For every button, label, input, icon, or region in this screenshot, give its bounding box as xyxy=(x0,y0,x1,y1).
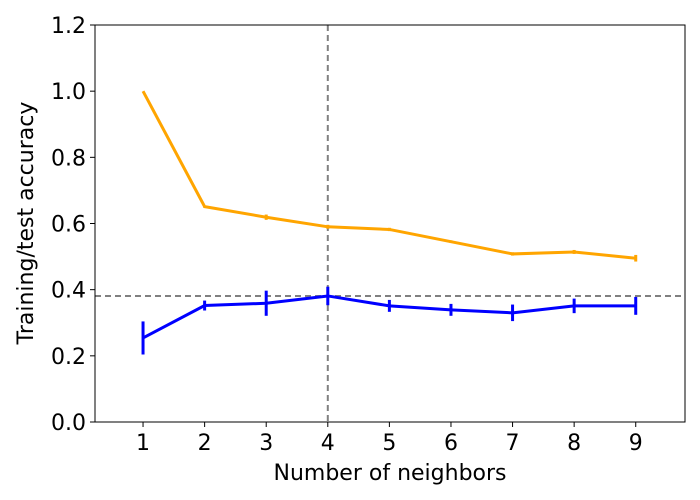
y-axis-label: Training/test accuracy xyxy=(14,102,39,346)
y-tick-label: 1.0 xyxy=(51,80,86,105)
x-tick-label: 8 xyxy=(567,431,581,456)
y-tick-label: 0.0 xyxy=(51,411,86,436)
x-tick-label: 3 xyxy=(259,431,273,456)
y-tick-label: 1.2 xyxy=(51,14,86,39)
y-tick-label: 0.2 xyxy=(51,345,86,370)
y-tick-label: 0.6 xyxy=(51,213,86,238)
x-axis-label: Number of neighbors xyxy=(274,461,507,486)
y-tick-label: 0.8 xyxy=(51,146,86,171)
training-line xyxy=(141,90,636,260)
x-tick-label: 4 xyxy=(321,431,335,456)
x-tick-label: 9 xyxy=(629,431,643,456)
x-tick-label: 5 xyxy=(382,431,396,456)
x-tick-label: 2 xyxy=(198,431,212,456)
y-tick-label: 0.4 xyxy=(51,279,86,304)
plot-frame xyxy=(94,24,686,423)
x-tick-label: 7 xyxy=(506,431,520,456)
x-tick-label: 1 xyxy=(136,431,150,456)
x-tick-label: 6 xyxy=(444,431,458,456)
